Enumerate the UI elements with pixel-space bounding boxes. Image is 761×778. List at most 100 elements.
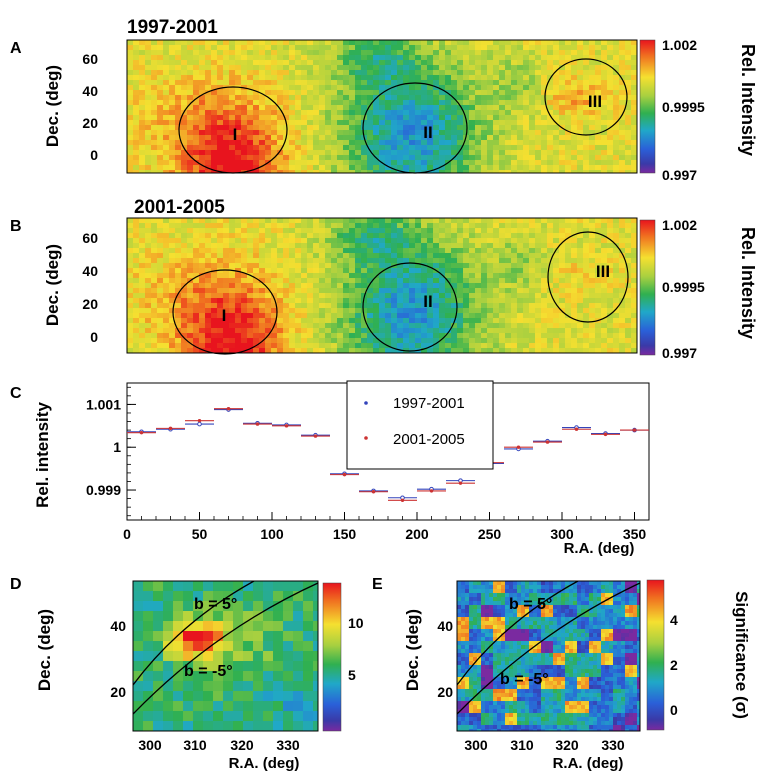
map-pixel [589, 268, 596, 274]
map-pixel [163, 90, 170, 96]
map-pixel [451, 70, 458, 76]
map-pixel [247, 95, 254, 101]
map-pixel [253, 681, 264, 692]
map-pixel [475, 323, 482, 329]
map-pixel [355, 90, 362, 96]
map-pixel [187, 105, 194, 111]
map-pixel [559, 145, 566, 151]
map-pixel [397, 263, 404, 269]
map-pixel [475, 165, 482, 171]
map-pixel [433, 333, 440, 339]
map-pixel [499, 75, 506, 81]
map-pixel [469, 150, 476, 156]
map-pixel [247, 125, 254, 131]
map-pixel [451, 130, 458, 136]
map-pixel [421, 338, 428, 344]
map-pixel [541, 318, 548, 324]
map-pixel [607, 90, 614, 96]
map-pixel [625, 248, 632, 254]
map-pixel [385, 333, 392, 339]
map-pixel [337, 283, 344, 289]
map-pixel [133, 238, 140, 244]
map-pixel [203, 651, 214, 662]
map-pixel [199, 278, 206, 284]
map-pixel [577, 263, 584, 269]
map-pixel [181, 70, 188, 76]
map-pixel [343, 218, 350, 224]
map-pixel [469, 233, 476, 239]
map-pixel [247, 293, 254, 299]
map-pixel [601, 75, 608, 81]
map-pixel [559, 268, 566, 274]
map-pixel [169, 140, 176, 146]
map-pixel [273, 611, 284, 622]
map-pixel [403, 278, 410, 284]
map-pixel [199, 125, 206, 131]
map-pixel [583, 228, 590, 234]
map-pixel [199, 218, 206, 224]
map-pixel [295, 85, 302, 91]
map-pixel [223, 661, 234, 672]
map-pixel [289, 50, 296, 56]
map-pixel [223, 581, 234, 592]
map-pixel [277, 328, 284, 334]
map-pixel [397, 278, 404, 284]
map-pixel [535, 125, 542, 131]
map-pixel [427, 343, 434, 349]
map-pixel [367, 233, 374, 239]
map-pixel [475, 248, 482, 254]
map-pixel [409, 60, 416, 66]
map-pixel [211, 308, 218, 314]
map-pixel [223, 308, 230, 314]
map-pixel [127, 348, 134, 353]
map-pixel [565, 288, 572, 294]
map-pixel [303, 641, 314, 652]
map-pixel [229, 273, 236, 279]
map-pixel [229, 293, 236, 299]
map-pixel [273, 601, 284, 612]
map-pixel [223, 150, 230, 156]
map-pixel [193, 105, 200, 111]
map-pixel [289, 145, 296, 151]
map-pixel [229, 90, 236, 96]
panel-c-letter: C [10, 385, 22, 402]
map-pixel [151, 125, 158, 131]
map-pixel [559, 65, 566, 71]
map-pixel [463, 313, 470, 319]
map-pixel [277, 150, 284, 156]
map-pixel [445, 145, 452, 151]
map-pixel [391, 125, 398, 131]
map-pixel [493, 233, 500, 239]
map-pixel [481, 233, 488, 239]
map-pixel [153, 671, 164, 682]
map-pixel [595, 233, 602, 239]
map-pixel [289, 223, 296, 229]
map-pixel [367, 85, 374, 91]
map-pixel [241, 258, 248, 264]
map-pixel [517, 313, 524, 319]
map-pixel [475, 228, 482, 234]
map-pixel [247, 318, 254, 324]
map-pixel [439, 110, 446, 116]
map-pixel [307, 258, 314, 264]
panel-b-ytick: 0 [90, 329, 98, 345]
map-pixel [325, 323, 332, 329]
map-pixel [325, 165, 332, 171]
map-pixel [631, 40, 637, 46]
map-pixel [205, 313, 212, 319]
map-pixel [295, 165, 302, 171]
map-pixel [331, 318, 338, 324]
map-pixel [613, 55, 620, 61]
map-pixel [319, 130, 326, 136]
map-pixel [259, 258, 266, 264]
map-pixel [439, 233, 446, 239]
map-pixel [457, 95, 464, 101]
map-pixel [565, 348, 572, 353]
map-pixel [169, 70, 176, 76]
map-pixel [613, 150, 620, 156]
map-pixel [421, 85, 428, 91]
map-pixel [487, 348, 494, 353]
map-pixel [193, 323, 200, 329]
map-pixel [619, 233, 626, 239]
